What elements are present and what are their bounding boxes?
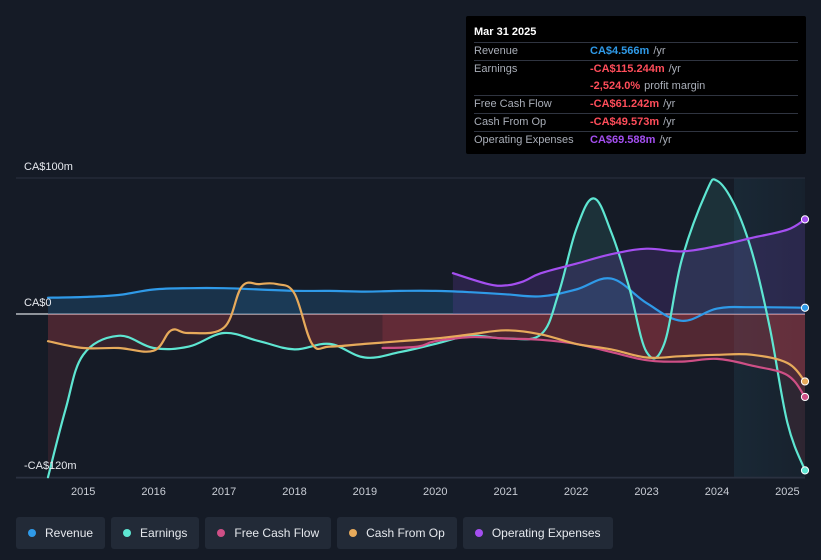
tooltip-row-unit: /yr bbox=[653, 45, 666, 57]
x-tick-2019: 2019 bbox=[353, 486, 377, 498]
area-positive-3 bbox=[48, 282, 805, 314]
tooltip-row-value: CA$4.566m bbox=[590, 45, 650, 57]
y-axis-label-1: CA$0 bbox=[24, 297, 52, 309]
legend-label: Free Cash Flow bbox=[234, 526, 320, 540]
tooltip-row-unit: /yr bbox=[668, 63, 681, 75]
legend-item-operating-expenses[interactable]: Operating Expenses bbox=[462, 517, 613, 549]
tooltip-row-label: Free Cash Flow bbox=[474, 98, 552, 110]
x-tick-2023: 2023 bbox=[634, 486, 658, 498]
legend-label: Earnings bbox=[140, 526, 188, 540]
legend-dot-icon bbox=[349, 529, 358, 537]
tooltip-row-label bbox=[474, 78, 590, 95]
tooltip-row-value: -2,524.0% bbox=[590, 80, 641, 92]
tooltip: Mar 31 2025 Revenue CA$4.566m/yr Earnings -… bbox=[466, 16, 806, 154]
series-line-cash-from-op bbox=[46, 281, 807, 383]
tooltip-row-label: Cash From Op bbox=[474, 116, 547, 128]
x-axis: 2015 2016 2017 2018 2019 2020 2021 2022 2023 2024… bbox=[71, 486, 800, 498]
y-axis: CA$100m CA$0 -CA$120m bbox=[24, 161, 77, 472]
x-tick-2022: 2022 bbox=[564, 486, 588, 498]
y-axis-label-0: CA$100m bbox=[24, 161, 73, 173]
x-tick-2021: 2021 bbox=[493, 486, 517, 498]
area-positive-0 bbox=[48, 278, 805, 314]
x-tick-2020: 2020 bbox=[423, 486, 447, 498]
legend: Revenue Earnings Free Cash Flow Cash From O… bbox=[16, 517, 613, 549]
tooltip-row: Cash From Op -CA$49.573m/yr bbox=[474, 113, 798, 131]
tooltip-row-unit: /yr bbox=[659, 134, 672, 146]
tooltip-row: Operating Expenses CA$69.588m/yr bbox=[474, 131, 798, 149]
legend-item-revenue[interactable]: Revenue bbox=[16, 517, 106, 549]
plot-background bbox=[16, 178, 805, 478]
end-markers bbox=[800, 215, 810, 475]
end-marker-revenue bbox=[800, 303, 810, 312]
end-marker-operating-expenses bbox=[800, 215, 810, 224]
x-tick-2018: 2018 bbox=[282, 486, 306, 498]
tooltip-row: Revenue CA$4.566m/yr bbox=[474, 42, 798, 60]
x-tick-2024: 2024 bbox=[705, 486, 729, 498]
legend-label: Operating Expenses bbox=[491, 526, 601, 540]
grid bbox=[16, 177, 805, 479]
y-axis-label-2: -CA$120m bbox=[24, 460, 77, 472]
x-tick-2017: 2017 bbox=[212, 486, 236, 498]
x-tick-2016: 2016 bbox=[141, 486, 165, 498]
series-line-operating-expenses bbox=[451, 218, 807, 287]
area-negative-1 bbox=[48, 314, 805, 478]
end-marker-earnings bbox=[800, 466, 810, 475]
legend-item-free-cash-flow[interactable]: Free Cash Flow bbox=[205, 517, 332, 549]
tooltip-rows: Revenue CA$4.566m/yr Earnings -CA$115.244m /… bbox=[474, 42, 798, 149]
legend-dot-icon bbox=[217, 529, 226, 537]
legend-label: Revenue bbox=[45, 526, 94, 540]
tooltip-row-unit: /yr bbox=[663, 116, 676, 128]
legend-dot-icon bbox=[28, 529, 36, 537]
series-line-earnings bbox=[46, 178, 807, 479]
end-marker-free-cash-flow bbox=[800, 392, 810, 402]
tooltip-row: Earnings -CA$115.244m/yr bbox=[474, 60, 798, 78]
area-positive-4 bbox=[452, 219, 805, 314]
tooltip-row: -2,524.0% profit margin bbox=[474, 78, 798, 95]
tooltip-row-label: Revenue bbox=[474, 45, 519, 57]
x-tick-2015: 2015 bbox=[71, 486, 95, 498]
tooltip-row-value: -CA$61.242m bbox=[590, 98, 660, 110]
tooltip-row-value: CA$69.588m bbox=[590, 134, 656, 146]
series-lines bbox=[46, 178, 807, 479]
legend-dot-icon bbox=[123, 529, 132, 537]
tooltip-row-value: -CA$115.244m bbox=[590, 63, 665, 75]
tooltip-row-unit: profit margin bbox=[644, 80, 706, 92]
tooltip-row: Free Cash Flow -CA$61.242m/yr bbox=[474, 95, 798, 113]
end-marker-cash-from-op bbox=[800, 377, 810, 386]
tooltip-row-value: -CA$49.573m bbox=[590, 116, 660, 128]
legend-item-cash-from-op[interactable]: Cash From Op bbox=[337, 517, 457, 549]
legend-dot-icon bbox=[474, 529, 483, 537]
x-tick-2025: 2025 bbox=[775, 486, 799, 498]
area-negative-2 bbox=[382, 314, 805, 397]
legend-label: Cash From Op bbox=[366, 526, 445, 540]
series-line-revenue bbox=[46, 277, 807, 322]
tooltip-row-unit: /yr bbox=[663, 98, 676, 110]
tooltip-date: Mar 31 2025 bbox=[474, 26, 537, 38]
tooltip-row-label: Operating Expenses bbox=[474, 134, 574, 146]
tooltip-row-label: Earnings bbox=[474, 63, 518, 75]
area-negative-3 bbox=[48, 314, 805, 382]
legend-item-earnings[interactable]: Earnings bbox=[111, 517, 200, 549]
